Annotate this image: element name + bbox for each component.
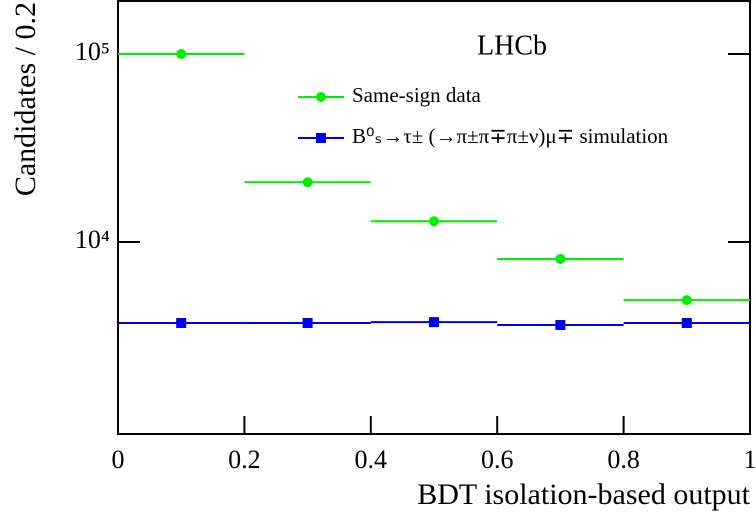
annotation: LHCb	[477, 30, 547, 61]
x-tick-label: 0.8	[607, 445, 640, 474]
data-point	[681, 318, 692, 329]
y-tick-label: 10⁵	[75, 37, 110, 66]
plot-frame	[117, 0, 751, 435]
x-tick-label: 0	[112, 445, 125, 474]
data-point	[176, 318, 187, 329]
data-point	[555, 320, 566, 331]
x-axis-title: BDT isolation-based output	[417, 478, 750, 511]
data-point	[681, 295, 692, 306]
data-point	[176, 49, 187, 60]
x-tick-label: 1	[744, 445, 756, 474]
legend-label: Same-sign data	[352, 83, 482, 107]
legend-marker	[316, 92, 326, 102]
x-tick-label: 0.4	[355, 445, 388, 474]
x-tick-label: 0.6	[481, 445, 514, 474]
y-tick-label: 10⁴	[75, 225, 110, 254]
y-axis-title: Candidates / 0.2	[9, 2, 42, 196]
data-point	[429, 317, 439, 328]
data-point	[302, 318, 313, 329]
data-point	[302, 177, 313, 188]
legend-label: B⁰ₛ→τ± (→π±π∓π±ν)μ∓ simulation	[352, 124, 669, 148]
data-point	[555, 253, 566, 264]
legend-marker	[316, 133, 326, 143]
x-tick-label: 0.2	[228, 445, 261, 474]
data-point	[429, 216, 439, 227]
